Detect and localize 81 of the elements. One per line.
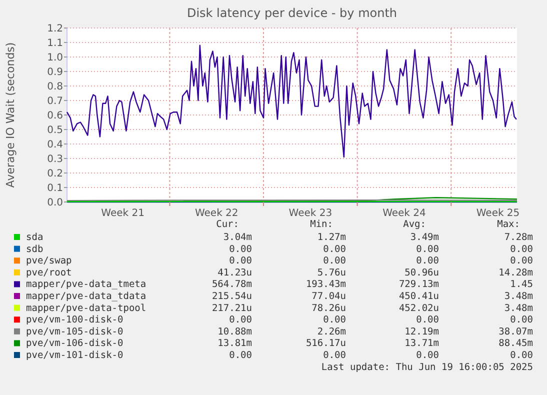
text: 3.04m <box>223 232 252 243</box>
y-tick-label: 0.0 <box>47 198 63 208</box>
y-tick-label: 0.4 <box>47 140 63 150</box>
text: 3.48m <box>504 291 534 302</box>
text: 0.00 <box>510 314 534 326</box>
x-tick-label: Week 23 <box>288 208 332 219</box>
text: 41.23u <box>218 267 252 278</box>
legend-label: mapper/pve-data_tmeta <box>26 279 146 290</box>
text: 217.21u <box>212 302 252 314</box>
y-tick-label: 1.0 <box>47 52 63 64</box>
text: 1.27m <box>317 232 346 243</box>
legend-label: sda <box>26 232 44 243</box>
text: 0.00 <box>416 314 440 326</box>
y-tick-label: 0.3 <box>47 154 63 165</box>
text: 2.26m <box>317 326 346 338</box>
text: 0.00 <box>229 314 252 326</box>
y-tick-label: 1.2 <box>47 24 63 34</box>
text: 38.07m <box>498 326 534 338</box>
text: Max: <box>497 219 520 230</box>
text: 450.41u <box>398 291 439 302</box>
legend-label: pve/root <box>26 267 72 278</box>
text: 0.00 <box>323 256 346 267</box>
legend-label: pve/vm-106-disk-0 <box>26 338 124 350</box>
x-tick-label: Week 25 <box>476 208 520 219</box>
text: 12.19m <box>404 326 440 338</box>
text: 88.45m <box>498 338 534 350</box>
y-tick-label: 0.1 <box>47 183 63 194</box>
y-tick-label: 0.5 <box>47 125 63 136</box>
text: 77.04u <box>312 291 346 302</box>
text: 729.13m <box>398 279 440 290</box>
text: 193.43m <box>306 279 346 290</box>
text: 452.02u <box>398 302 439 314</box>
text: 0.00 <box>510 350 534 361</box>
text: 5.76u <box>317 267 346 278</box>
y-tick-label: 0.7 <box>47 96 63 107</box>
legend-label: sdb <box>26 244 44 255</box>
text: 0.00 <box>416 244 440 255</box>
text: Min: <box>310 219 333 230</box>
text: 564.78m <box>212 279 252 290</box>
text: 0.00 <box>229 244 252 255</box>
y-tick-label: 0.8 <box>47 82 63 92</box>
text: Avg: <box>403 219 426 230</box>
text: 50.96u <box>404 267 439 278</box>
text: 7.28m <box>504 232 534 243</box>
text: 0.00 <box>229 350 252 361</box>
y-tick-label: 0.2 <box>47 168 63 180</box>
text: 0.00 <box>229 256 252 267</box>
legend-label: mapper/pve-data-tpool <box>26 302 146 314</box>
y-axis-title: Average IO Wait (seconds) <box>4 42 17 188</box>
text: 0.00 <box>416 350 440 361</box>
line-series <box>66 44 518 158</box>
text: 0.00 <box>510 256 534 267</box>
y-tick-label: 1.1 <box>47 38 63 49</box>
text: 78.26u <box>312 302 346 314</box>
text: 13.81m <box>218 338 252 350</box>
text: 0.00 <box>323 244 346 255</box>
legend-label: pve/vm-100-disk-0 <box>26 314 124 326</box>
x-tick-label: Week 22 <box>194 208 238 219</box>
text: Cur: <box>216 219 239 230</box>
x-tick-label: Week 24 <box>382 208 426 219</box>
text: 3.48m <box>504 302 534 314</box>
text: 3.49m <box>410 232 440 243</box>
y-tick-label: 0.9 <box>47 67 63 78</box>
y-tick-label: 0.6 <box>47 110 63 122</box>
text: 13.71m <box>404 338 440 350</box>
text: 0.00 <box>323 314 346 326</box>
legend-label: pve/vm-101-disk-0 <box>26 350 124 361</box>
text: 1.45 <box>510 279 533 290</box>
text: 10.88m <box>218 326 252 338</box>
text: 516.17u <box>306 338 346 350</box>
legend-label: pve/swap <box>26 256 72 267</box>
x-tick-label: Week 21 <box>101 208 144 219</box>
text: 215.54u <box>212 291 252 302</box>
text: 14.28m <box>498 267 534 278</box>
chart-title: Disk latency per device - by month <box>186 6 398 20</box>
legend-label: mapper/pve-data_tdata <box>26 291 146 302</box>
legend-label: pve/vm-105-disk-0 <box>26 326 124 338</box>
text: Last update: Thu Jun 19 16:00:05 2025 <box>321 362 533 373</box>
text: 0.00 <box>416 256 440 267</box>
text: 0.00 <box>323 350 346 361</box>
text: 0.00 <box>510 244 534 255</box>
